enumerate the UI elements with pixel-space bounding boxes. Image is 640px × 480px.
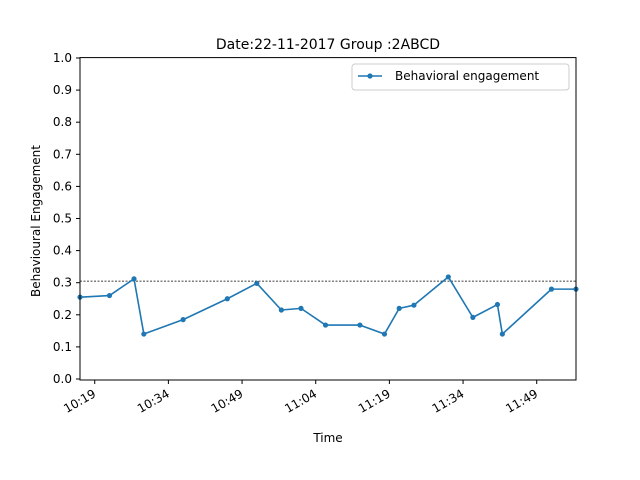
- data-point: [254, 280, 260, 286]
- y-tick-label: 0.1: [53, 340, 72, 354]
- legend-entry-label: Behavioral engagement: [395, 69, 539, 83]
- data-point: [322, 322, 329, 328]
- data-point: [224, 296, 230, 302]
- y-tick-label: 0.4: [53, 244, 72, 258]
- y-tick-label: 0.6: [53, 179, 72, 193]
- y-tick-label: 0.9: [53, 83, 72, 97]
- series-group: [77, 274, 579, 337]
- data-point: [106, 292, 113, 299]
- y-tick-label: 1.0: [53, 51, 72, 65]
- data-point: [494, 301, 501, 308]
- data-point: [396, 305, 402, 311]
- y-tick-label: 0.2: [53, 308, 72, 322]
- legend: Behavioral engagement: [351, 63, 570, 91]
- data-point: [180, 317, 186, 323]
- data-point: [499, 331, 505, 337]
- y-tick-label: 0.0: [53, 372, 72, 386]
- y-axis-ticks: 0.0 0.1 0.2 0.3 0.4 0.5 0.6 0.7 0.8 0.9 1.0: [53, 51, 80, 386]
- plot-frame: [79, 57, 577, 381]
- y-tick-label: 0.7: [53, 147, 72, 161]
- data-point: [381, 331, 388, 337]
- legend-box: [351, 63, 570, 91]
- data-point: [357, 322, 363, 328]
- y-tick-label: 0.3: [53, 276, 72, 290]
- y-axis-label: Behavioural Engagement: [29, 145, 43, 297]
- data-point: [470, 314, 476, 320]
- chart-title: Date:22-11-2017 Group :2ABCD: [216, 37, 440, 53]
- y-tick-label: 0.5: [53, 212, 72, 226]
- data-point: [445, 274, 451, 280]
- data-point: [411, 302, 417, 308]
- legend-point-marker: [367, 73, 373, 79]
- x-axis-label: Time: [312, 431, 342, 445]
- series-line: [79, 276, 576, 335]
- data-point: [141, 331, 147, 337]
- data-point: [131, 276, 137, 282]
- data-point: [278, 307, 284, 313]
- data-point: [298, 305, 304, 311]
- y-tick-label: 0.8: [53, 115, 72, 129]
- data-point: [548, 286, 555, 292]
